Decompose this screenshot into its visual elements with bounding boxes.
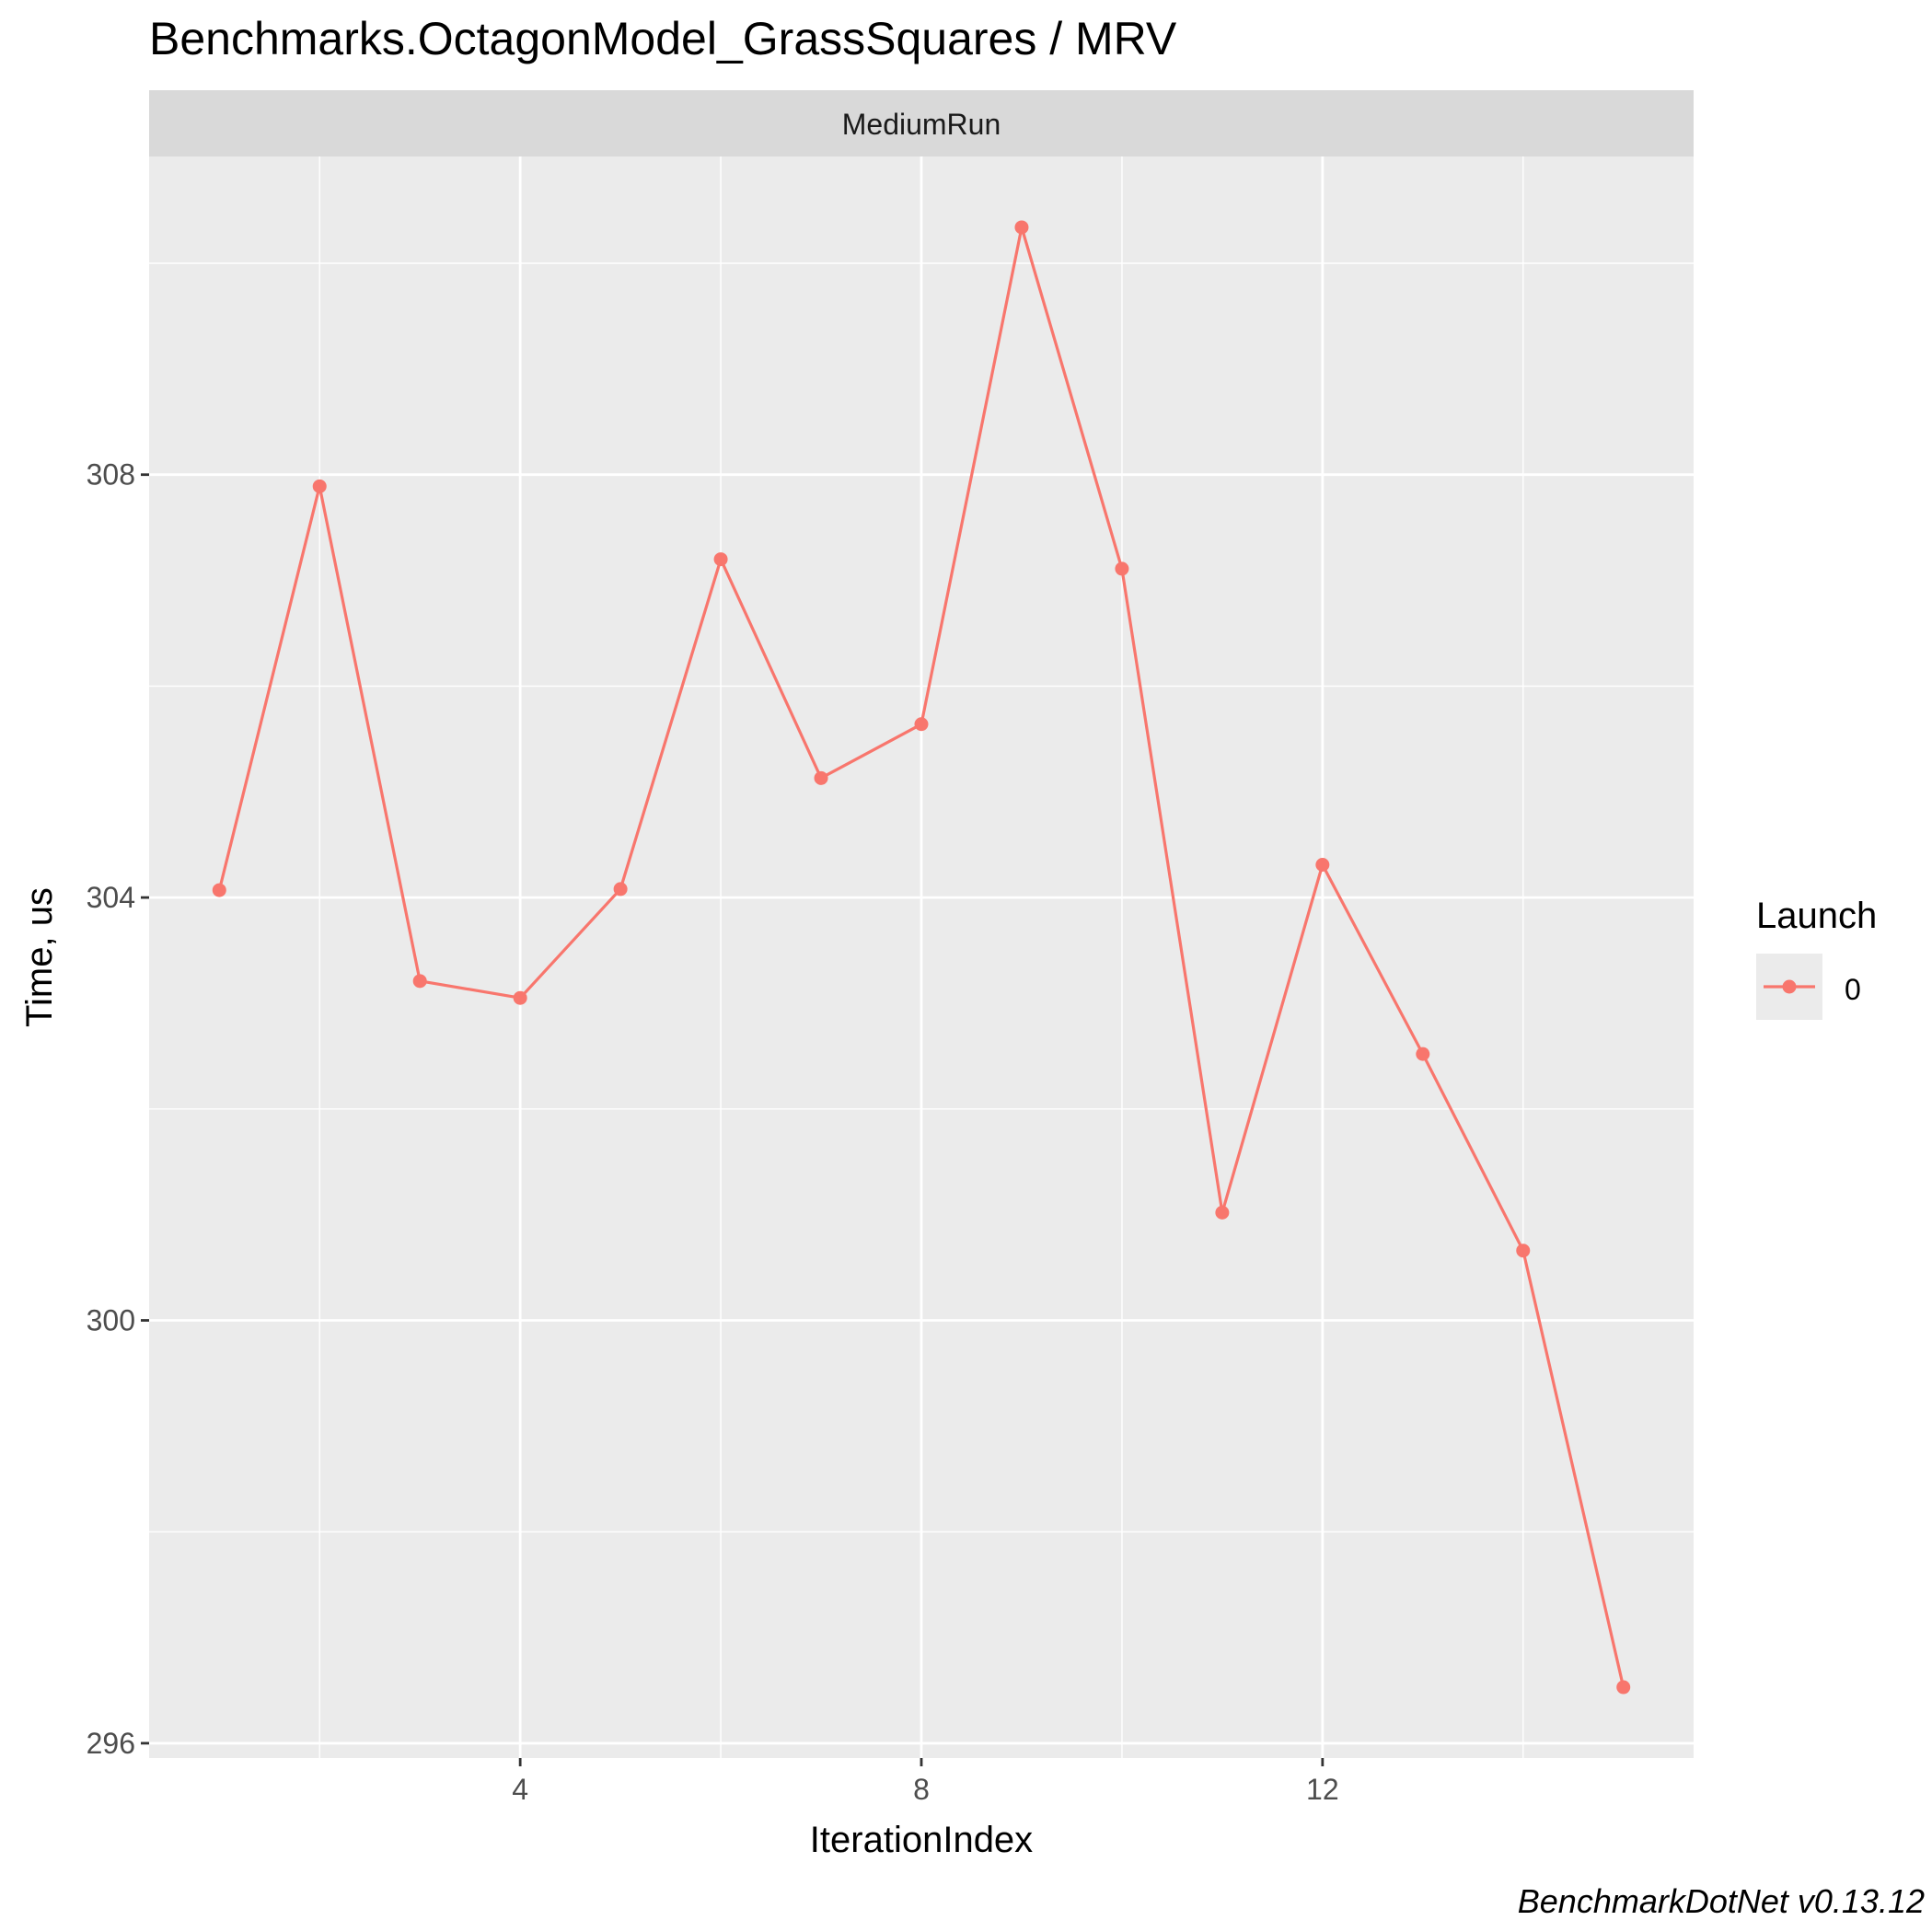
data-point bbox=[513, 990, 527, 1005]
data-point bbox=[1014, 220, 1029, 235]
caption: BenchmarkDotNet v0.13.12 bbox=[1518, 1882, 1925, 1920]
data-point bbox=[1516, 1244, 1531, 1258]
x-axis: 4 8 12 bbox=[512, 1758, 1339, 1806]
y-tick-label: 296 bbox=[87, 1727, 135, 1760]
data-point bbox=[814, 770, 828, 785]
data-point bbox=[212, 883, 226, 897]
legend: Launch 0 bbox=[1756, 896, 1877, 1020]
x-axis-title: IterationIndex bbox=[810, 1820, 1033, 1860]
legend-label: 0 bbox=[1845, 973, 1861, 1006]
data-point bbox=[1115, 561, 1129, 576]
data-point bbox=[1416, 1047, 1430, 1061]
data-point bbox=[312, 479, 327, 493]
data-point bbox=[1215, 1205, 1230, 1220]
x-tick-label: 4 bbox=[512, 1773, 528, 1806]
chart-title: Benchmarks.OctagonModel_GrassSquares / M… bbox=[149, 13, 1177, 64]
grid-major bbox=[149, 156, 1694, 1758]
data-point bbox=[914, 717, 929, 732]
y-tick-label: 300 bbox=[87, 1304, 135, 1337]
data-point bbox=[713, 552, 728, 567]
facet-label: MediumRun bbox=[842, 108, 1001, 141]
data-point bbox=[412, 974, 427, 989]
legend-key-point bbox=[1782, 979, 1797, 994]
y-axis: 296 300 304 308 bbox=[87, 458, 149, 1760]
x-tick-label: 12 bbox=[1306, 1773, 1339, 1806]
x-tick-label: 8 bbox=[913, 1773, 930, 1806]
series-layer bbox=[212, 220, 1631, 1695]
facet-strip bbox=[149, 90, 1694, 156]
y-tick-label: 304 bbox=[87, 881, 135, 914]
y-axis-title: Time, us bbox=[19, 887, 60, 1027]
legend-title: Launch bbox=[1756, 896, 1877, 936]
data-point bbox=[1315, 858, 1330, 873]
data-point bbox=[1616, 1680, 1631, 1695]
y-tick-label: 308 bbox=[87, 458, 135, 492]
data-point bbox=[613, 882, 628, 897]
